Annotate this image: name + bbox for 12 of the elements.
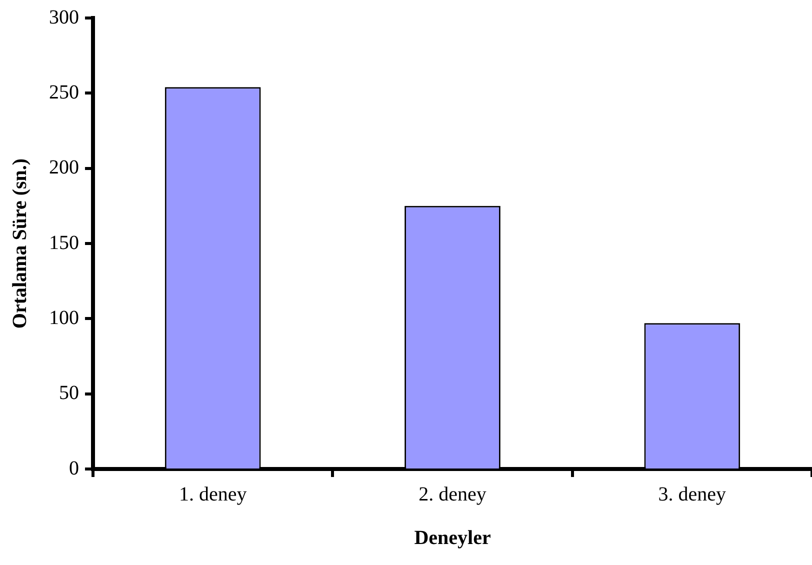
y-tick-label: 300 (49, 6, 79, 28)
y-tick-label: 150 (49, 232, 79, 254)
y-tick-label: 200 (49, 156, 79, 179)
y-tick-label: 50 (59, 382, 79, 404)
y-tick-label: 250 (49, 81, 79, 104)
y-axis-title: Ortalama Süre (sn.) (9, 158, 32, 329)
x-axis-title: Deneyler (414, 527, 491, 550)
y-tick-label: 0 (69, 457, 79, 480)
x-tick-label: 2. deney (418, 483, 486, 506)
y-tick-label: 100 (49, 306, 79, 329)
x-tick-label: 3. deney (658, 483, 726, 506)
x-tick-label: 1. deney (178, 483, 247, 506)
